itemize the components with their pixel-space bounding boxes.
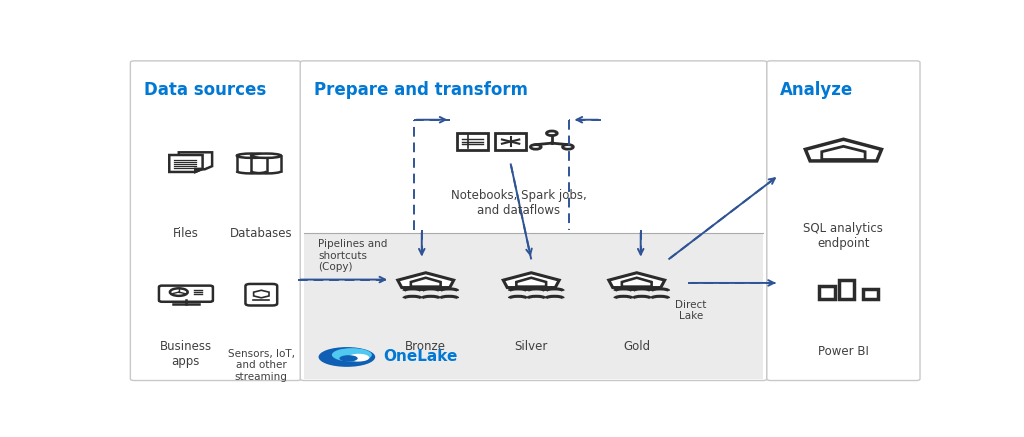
Ellipse shape — [339, 355, 357, 361]
Bar — [819, 286, 835, 299]
Bar — [251, 156, 281, 171]
Text: OneLake: OneLake — [384, 350, 458, 364]
Text: Notebooks, Spark jobs,
and dataflows: Notebooks, Spark jobs, and dataflows — [451, 189, 587, 217]
FancyBboxPatch shape — [246, 284, 278, 305]
Text: Gold: Gold — [624, 340, 650, 353]
FancyBboxPatch shape — [767, 61, 920, 381]
Ellipse shape — [318, 347, 375, 367]
Text: Data sources: Data sources — [143, 81, 266, 99]
Polygon shape — [179, 153, 212, 169]
Polygon shape — [397, 273, 454, 288]
Circle shape — [562, 145, 573, 149]
Text: SQL analytics
endpoint: SQL analytics endpoint — [804, 222, 884, 250]
Polygon shape — [503, 273, 559, 288]
Circle shape — [530, 145, 541, 149]
Polygon shape — [411, 278, 440, 287]
Polygon shape — [805, 139, 882, 161]
Bar — [839, 281, 854, 299]
Ellipse shape — [348, 354, 370, 361]
Text: Bronze: Bronze — [406, 340, 446, 353]
Text: Business
apps: Business apps — [160, 340, 212, 368]
Text: Prepare and transform: Prepare and transform — [313, 81, 527, 99]
Text: Power BI: Power BI — [818, 345, 869, 358]
Ellipse shape — [332, 348, 372, 361]
Text: Files: Files — [173, 227, 199, 240]
FancyBboxPatch shape — [130, 61, 301, 381]
Circle shape — [547, 131, 557, 135]
Text: Analyze: Analyze — [780, 81, 854, 99]
Polygon shape — [608, 273, 665, 288]
Text: Sensors, IoT,
and other
streaming: Sensors, IoT, and other streaming — [227, 349, 295, 382]
Ellipse shape — [251, 153, 281, 158]
FancyBboxPatch shape — [496, 133, 525, 150]
Text: Silver: Silver — [514, 340, 548, 353]
FancyBboxPatch shape — [458, 133, 487, 150]
Text: Pipelines and
shortcuts
(Copy): Pipelines and shortcuts (Copy) — [318, 239, 388, 272]
Ellipse shape — [237, 153, 267, 158]
Polygon shape — [622, 278, 651, 287]
Bar — [863, 289, 879, 299]
Polygon shape — [196, 169, 203, 172]
Polygon shape — [822, 146, 865, 160]
Polygon shape — [169, 155, 203, 172]
Circle shape — [170, 288, 187, 296]
FancyBboxPatch shape — [300, 61, 767, 381]
Polygon shape — [516, 278, 546, 287]
Text: Databases: Databases — [230, 227, 293, 240]
Bar — [237, 156, 267, 171]
Text: Direct
Lake: Direct Lake — [675, 300, 707, 321]
FancyBboxPatch shape — [159, 286, 213, 302]
Bar — [304, 233, 763, 379]
